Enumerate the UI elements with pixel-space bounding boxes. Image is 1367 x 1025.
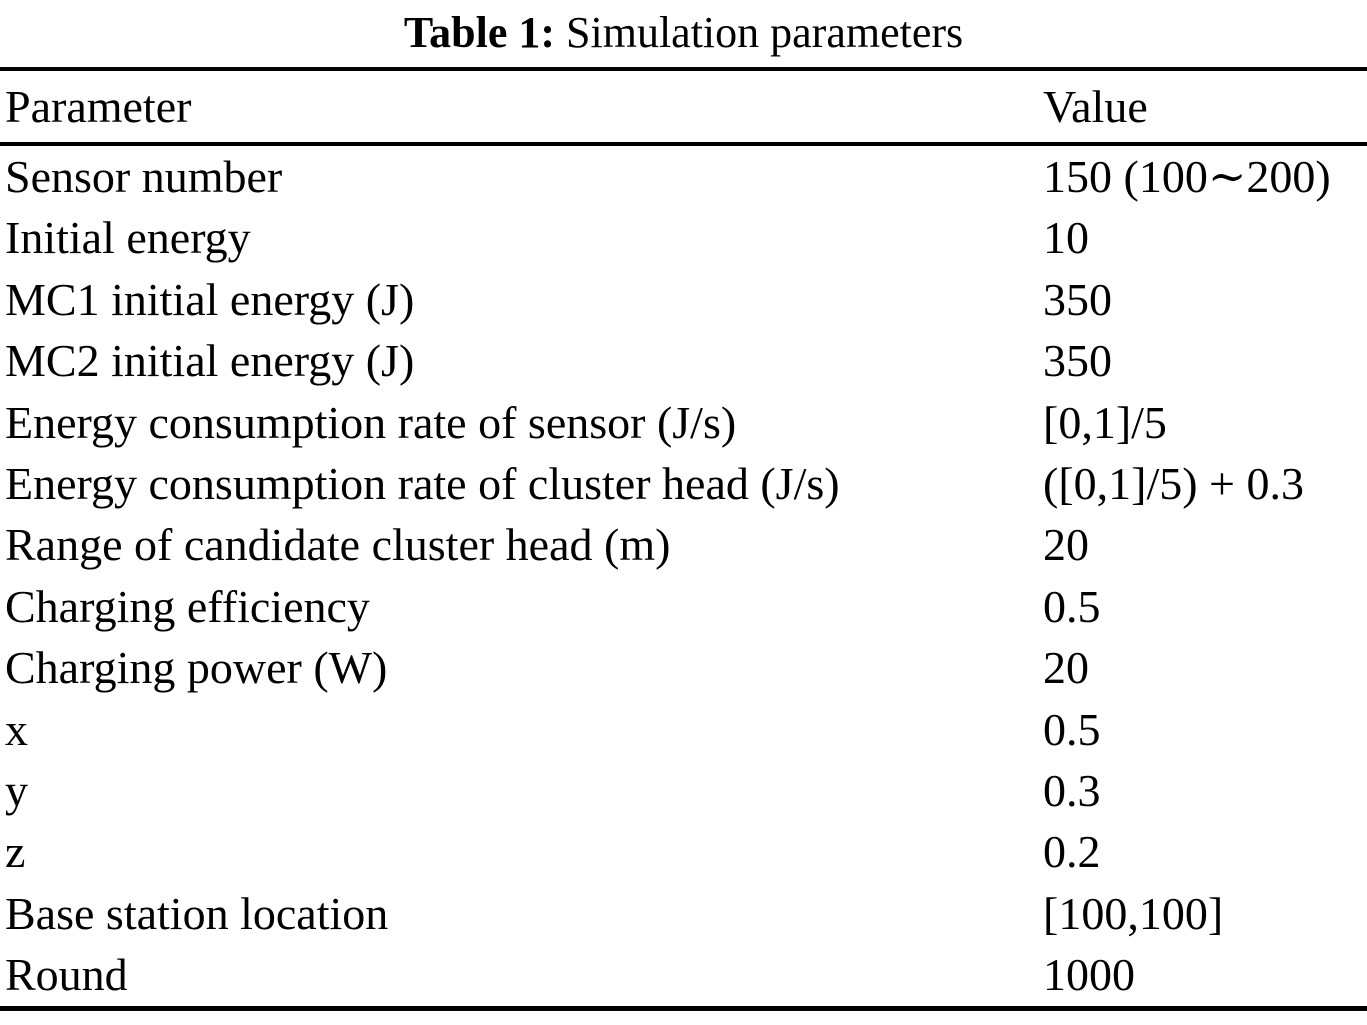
parameter-cell: Charging efficiency [5,580,370,632]
value-cell: 20 [1043,519,1089,571]
value-cell: 350 [1043,335,1112,387]
parameter-cell: MC2 initial energy (J) [5,335,415,387]
value-cell: 0.3 [1043,765,1101,817]
parameter-cell: Sensor number [5,151,283,202]
parameter-cell: Charging power (W) [5,642,388,694]
table-row: x 0.5 [0,699,1367,760]
table-row: Round 1000 [0,944,1367,1008]
column-header-value: Value [1043,69,1367,146]
table-row: Charging efficiency 0.5 [0,576,1367,637]
value-cell: 150 (100∼200) [1043,151,1331,202]
simulation-parameters-table: Parameter Value Sensor number 150 (100∼20… [0,67,1367,1011]
value-cell: [0,1]/5 [1043,396,1167,448]
value-cell: [100,100] [1043,887,1224,939]
value-cell: 0.5 [1043,580,1101,632]
table-row: Sensor number 150 (100∼200) [0,144,1367,207]
table-caption: Table 1: Simulation parameters [0,0,1367,67]
table-row: Base station location [100,100] [0,883,1367,944]
table-row: MC2 initial energy (J) 350 [0,330,1367,391]
table-caption-label: Table 1: [403,8,556,57]
parameter-cell: Base station location [5,887,389,939]
value-cell: 0.2 [1043,826,1101,878]
table-row: Energy consumption rate of sensor (J/s) [… [0,392,1367,453]
table-row: z 0.2 [0,821,1367,882]
table-row: Range of candidate cluster head (m) 20 [0,514,1367,575]
table-row: Charging power (W) 20 [0,637,1367,698]
parameter-cell: MC1 initial energy (J) [5,273,415,325]
parameter-cell: Round [5,949,128,1001]
header-row: Parameter Value [0,69,1367,146]
table-header: Parameter Value [0,69,1367,146]
table-row: y 0.3 [0,760,1367,821]
table-row: Initial energy 10 [0,207,1367,268]
table-caption-text: Simulation parameters [566,8,964,57]
parameter-cell: Energy consumption rate of sensor (J/s) [5,396,737,448]
parameter-cell: y [5,765,28,817]
parameter-cell: z [5,826,26,878]
value-cell: 0.5 [1043,703,1101,755]
table-row: MC1 initial energy (J) 350 [0,269,1367,330]
table-body: Sensor number 150 (100∼200) Initial energy… [0,144,1367,1008]
table-row: Energy consumption rate of cluster head … [0,453,1367,514]
value-cell: 20 [1043,642,1089,694]
value-cell: 10 [1043,212,1089,264]
parameter-cell: x [5,703,28,755]
value-cell: 1000 [1043,949,1135,1001]
parameter-cell: Energy consumption rate of cluster head … [5,458,840,510]
value-cell: ([0,1]/5) + 0.3 [1043,458,1304,510]
value-cell: 350 [1043,273,1112,325]
parameter-cell: Range of candidate cluster head (m) [5,519,671,571]
parameter-cell: Initial energy [5,212,251,264]
column-header-parameter: Parameter [0,69,1043,146]
